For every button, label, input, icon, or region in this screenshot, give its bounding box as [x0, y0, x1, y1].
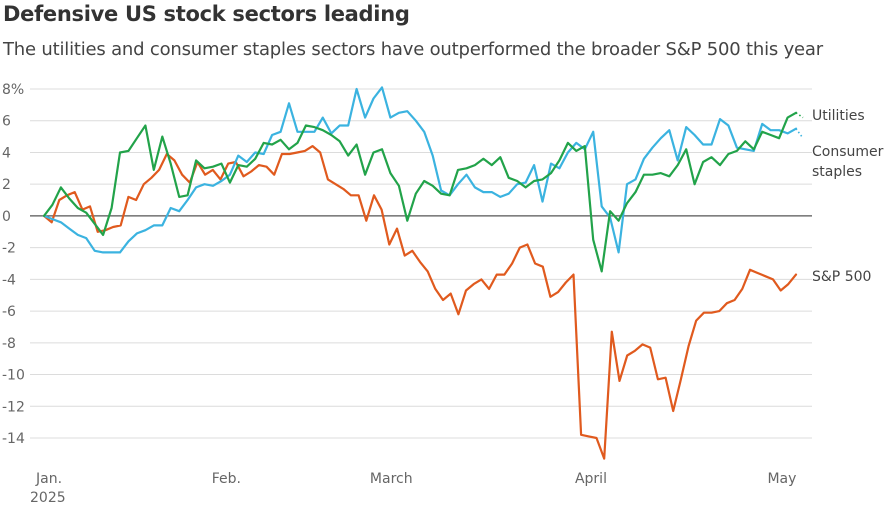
y-tick-label: -14: [2, 431, 25, 447]
y-tick-label: 6: [2, 114, 11, 130]
y-tick-label: -4: [2, 272, 16, 288]
x-tick-label: April: [575, 471, 607, 487]
series-label-utilities: Utilities: [812, 108, 865, 124]
y-tick-label: 8%: [2, 82, 24, 98]
y-tick-label: 0: [2, 209, 11, 225]
y-tick-label: -6: [2, 304, 16, 320]
x-tick-sublabel: 2025: [30, 490, 66, 506]
x-tick-label: Jan.: [35, 471, 62, 487]
y-tick-label: 2: [2, 177, 11, 193]
series-dotted-tail: [795, 112, 804, 119]
series-line-utilities: [42, 111, 798, 273]
y-tick-label: 4: [2, 145, 11, 161]
series-label-consumer-staples: Consumer staples: [812, 144, 884, 180]
series-line-consumer-staples: [42, 86, 798, 254]
series-label-line: staples: [812, 164, 862, 180]
x-tick-label: March: [370, 471, 413, 487]
y-tick-label: -10: [2, 368, 25, 384]
series-line-s-p-500: [42, 145, 798, 460]
x-tick-label: May: [767, 471, 796, 487]
chart-title: Defensive US stock sectors leading: [3, 2, 410, 26]
y-tick-label: -12: [2, 399, 25, 415]
series-label-s-p-500: S&P 500: [812, 269, 871, 285]
x-tick-label: Feb.: [212, 471, 241, 487]
chart-subtitle: The utilities and consumer staples secto…: [3, 39, 823, 60]
y-tick-label: -8: [2, 336, 16, 352]
y-tick-label: -2: [2, 241, 16, 257]
series-dotted-tail: [795, 128, 804, 139]
series-label-line: Consumer: [812, 144, 884, 160]
